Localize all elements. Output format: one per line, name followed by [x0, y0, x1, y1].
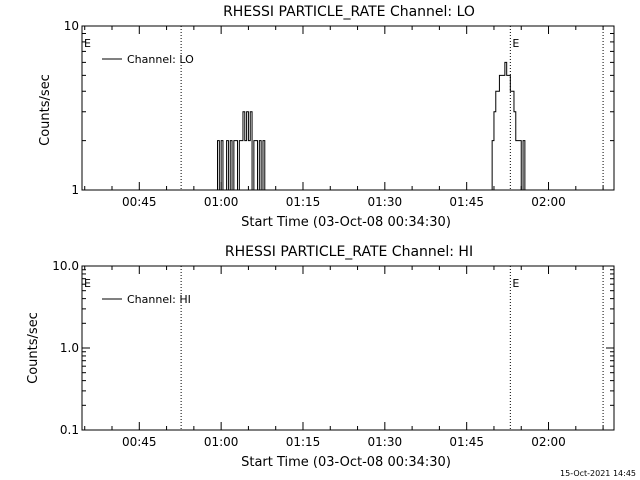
x-tick-label: 02:00	[531, 195, 566, 209]
y-axis-label: Counts/sec	[26, 312, 41, 384]
chart-title: RHESSI PARTICLE_RATE Channel: HI	[225, 244, 473, 260]
x-tick-label: 01:00	[204, 195, 239, 209]
event-marker: E	[84, 37, 91, 50]
x-tick-label: 01:00	[204, 435, 239, 449]
plot-frame	[81, 25, 615, 191]
event-marker: E	[512, 277, 519, 290]
data-series	[215, 61, 534, 191]
y-tick-label: 10	[64, 19, 79, 33]
x-axis-label: Start Time (03-Oct-08 00:34:30)	[241, 455, 451, 470]
x-tick-label: 00:45	[122, 435, 157, 449]
y-tick-label: 1	[71, 183, 79, 197]
y-tick-label: 10.0	[52, 259, 79, 273]
x-tick-label: 00:45	[122, 195, 157, 209]
x-tick-label: 01:15	[286, 195, 321, 209]
timestamp: 15-Oct-2021 14:45	[560, 469, 636, 478]
x-tick-label: 01:45	[449, 195, 484, 209]
x-tick-label: 01:30	[368, 435, 403, 449]
chart-panel-lo: RHESSI PARTICLE_RATE Channel: LO Start T…	[38, 4, 615, 230]
axis-ticks: 00:45 01:00 01:15 01:30 01:45 02:00 0.1 1.0 10.0	[52, 259, 614, 449]
x-tick-label: 02:00	[531, 435, 566, 449]
legend: Channel: HI	[102, 293, 191, 306]
chart-title: RHESSI PARTICLE_RATE Channel: LO	[223, 4, 475, 20]
reference-lines	[180, 266, 604, 430]
legend-entry: Channel: LO	[127, 53, 194, 66]
x-axis-label: Start Time (03-Oct-08 00:34:30)	[241, 215, 451, 230]
series-line	[215, 61, 534, 191]
event-marker: E	[84, 277, 91, 290]
legend-entry: Channel: HI	[127, 293, 191, 306]
y-tick-label: 1.0	[60, 341, 79, 355]
chart-panel-hi: RHESSI PARTICLE_RATE Channel: HI Start T…	[26, 244, 615, 470]
x-tick-label: 01:45	[449, 435, 484, 449]
y-tick-label: 0.1	[60, 423, 79, 437]
event-marker: E	[512, 37, 519, 50]
x-tick-label: 01:30	[368, 195, 403, 209]
y-axis-label: Counts/sec	[38, 74, 53, 146]
axis-ticks: 00:45 01:00 01:15 01:30 01:45 02:00 1 10	[64, 19, 614, 209]
reference-lines	[180, 26, 604, 190]
plot-frame	[81, 265, 615, 431]
x-tick-label: 01:15	[286, 435, 321, 449]
legend: Channel: LO	[102, 53, 194, 66]
